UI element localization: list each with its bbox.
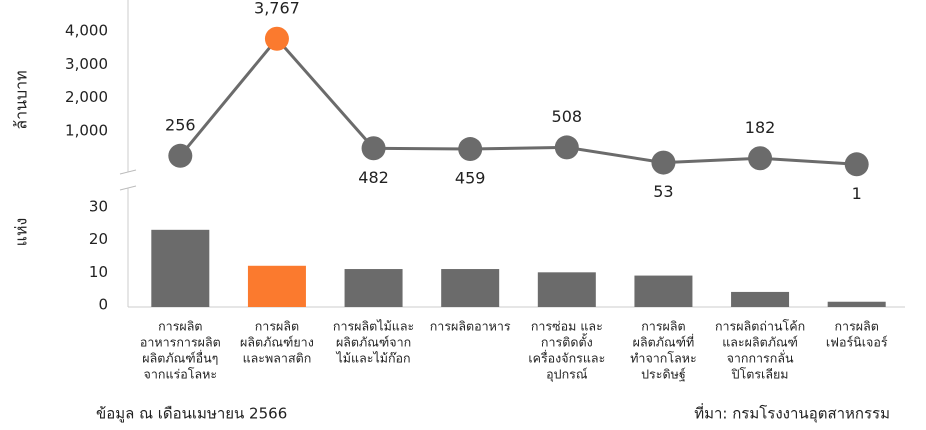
marker	[651, 150, 676, 175]
data-label: 508	[552, 107, 583, 126]
y-axis-label: ล้านบาท	[12, 70, 31, 129]
x-tick-label: เครื่องจักรและ	[528, 350, 605, 366]
data-label: 182	[745, 118, 776, 137]
data-label: 3,767	[254, 0, 300, 17]
y-tick-label: 1,000	[65, 122, 108, 140]
marker	[844, 152, 869, 177]
x-tick-label: ผลิตภัณฑ์อื่นๆ	[142, 350, 218, 366]
y-tick-label: 30	[89, 197, 108, 215]
x-tick-label: ผลิตภัณฑ์จาก	[336, 335, 411, 350]
x-tick-label: จากการกลั่น	[727, 350, 794, 366]
x-tick-label: และพลาสติก	[243, 351, 312, 366]
marker	[554, 135, 579, 160]
x-tick-label: การติดตั้ง	[541, 333, 593, 350]
y-tick-label: 10	[89, 263, 108, 281]
x-tick-label: เฟอร์นิเจอร์	[826, 335, 888, 350]
bar	[151, 229, 210, 307]
y-tick-label: 0	[98, 296, 108, 314]
y-tick-label: 3,000	[65, 55, 108, 73]
x-tick-label: การผลิตถ่านโค้ก	[715, 319, 805, 334]
footer-source: ที่มา: กรมโรงงานอุตสาหกรรม	[694, 403, 890, 424]
marker	[361, 136, 386, 161]
axis-break	[119, 185, 137, 191]
data-label: 482	[358, 168, 389, 187]
x-tick-label: ประดิษฐ์	[641, 367, 686, 382]
bar	[441, 269, 500, 307]
x-tick-label: การผลิต	[255, 319, 299, 334]
data-label: 53	[653, 182, 673, 201]
x-tick-label: ผลิตภัณฑ์ยาง	[240, 335, 314, 350]
bar	[827, 301, 886, 307]
y-tick-label: 20	[89, 230, 108, 248]
bar	[634, 275, 693, 307]
data-label: 1	[852, 184, 862, 203]
x-tick-label: การผลิตอาหาร	[430, 319, 511, 334]
x-tick-label: ไม้และไม้ก๊อก	[335, 351, 410, 366]
x-tick-label: อุปกรณ์	[546, 367, 588, 383]
y-axis-label: แห่ง	[12, 218, 31, 247]
x-tick-label: การผลิต	[834, 319, 878, 334]
y-tick-label: 4,000	[65, 22, 108, 40]
footer-note: ข้อมูล ณ เดือนเมษายน 2566	[96, 405, 287, 423]
marker	[458, 137, 483, 162]
y-tick-label: 2,000	[65, 88, 108, 106]
line	[179, 36, 857, 166]
bar	[537, 272, 596, 307]
bar	[344, 269, 403, 307]
x-tick-label: อาหารการผลิต	[140, 335, 221, 350]
x-tick-label: การผลิต	[641, 319, 685, 334]
marker	[168, 143, 193, 168]
marker	[264, 26, 289, 51]
x-tick-label: และผลิตภัณฑ์	[722, 335, 798, 350]
x-tick-label: จากแร่อโลหะ	[144, 367, 218, 382]
bar	[731, 291, 790, 307]
x-tick-label: ปิโตรเลียม	[731, 367, 788, 382]
x-tick-label: ผลิตภัณฑ์ที่	[633, 334, 695, 350]
data-label: 459	[455, 169, 486, 188]
x-tick-label: การซ่อม และ	[531, 319, 603, 334]
axis-break	[119, 169, 137, 175]
x-tick-label: การผลิต	[158, 319, 202, 334]
data-label: 256	[165, 115, 196, 134]
bar	[247, 265, 306, 307]
x-tick-label: ทำจากโลหะ	[630, 351, 697, 366]
x-tick-label: การผลิตไม้และ	[333, 319, 414, 334]
marker	[748, 146, 773, 171]
